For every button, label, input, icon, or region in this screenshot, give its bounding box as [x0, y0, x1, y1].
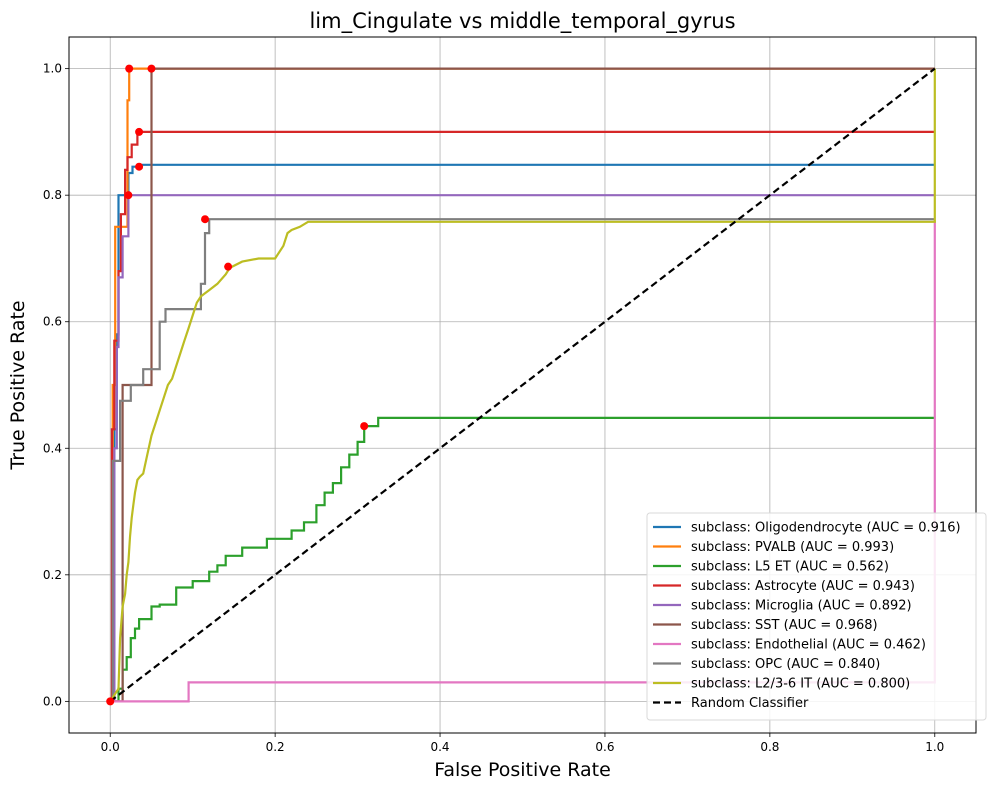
threshold-point-7: [201, 215, 210, 224]
y-axis-label: True Positive Rate: [7, 300, 29, 470]
marker-layer: [106, 64, 369, 706]
threshold-point-0: [135, 162, 144, 171]
legend-label-1: subclass: PVALB (AUC = 0.993): [691, 540, 894, 555]
legend-label-9: Random Classifier: [691, 696, 809, 711]
y-tick-label: 0.2: [43, 568, 62, 582]
y-tick-label: 0.0: [43, 694, 62, 708]
series-line-3: [110, 130, 935, 703]
series-line-9: [109, 67, 936, 703]
x-tick-label: 0.4: [430, 740, 449, 754]
x-tick-label: 0.8: [760, 740, 779, 754]
series-layer: [109, 67, 936, 703]
x-axis-label: False Positive Rate: [434, 759, 611, 781]
legend: subclass: Oligodendrocyte (AUC = 0.916) s…: [646, 512, 987, 721]
y-tick-label: 0.4: [43, 441, 62, 455]
y-tick-label: 1.0: [43, 62, 62, 76]
legend-label-6: subclass: Endothelial (AUC = 0.462): [691, 638, 926, 653]
legend-label-5: subclass: SST (AUC = 0.968): [691, 618, 878, 633]
legend-label-0: subclass: Oligodendrocyte (AUC = 0.916): [691, 521, 961, 536]
threshold-point-6: [106, 697, 115, 706]
series-line-2: [110, 416, 935, 703]
threshold-point-4: [124, 191, 133, 200]
threshold-point-1: [125, 64, 134, 73]
legend-label-3: subclass: Astrocyte (AUC = 0.943): [691, 579, 915, 594]
legend-label-2: subclass: L5 ET (AUC = 0.562): [691, 560, 889, 575]
axis-ticks: 0.0 0.2 0.4 0.6 0.8 1.0 0.0 0.2 0.4 0.6 0.8 1.0: [43, 62, 944, 754]
x-tick-label: 0.2: [266, 740, 285, 754]
x-tick-label: 0.6: [595, 740, 614, 754]
y-tick-label: 0.8: [43, 188, 62, 202]
x-tick-label: 1.0: [925, 740, 944, 754]
threshold-point-8: [224, 262, 233, 271]
threshold-point-2: [360, 422, 369, 431]
x-tick-label: 0.0: [101, 740, 120, 754]
series-line-7: [110, 218, 935, 703]
legend-label-4: subclass: Microglia (AUC = 0.892): [691, 599, 912, 614]
legend-label-7: subclass: OPC (AUC = 0.840): [691, 657, 880, 672]
threshold-point-3: [135, 127, 144, 136]
series-line-8: [109, 68, 936, 703]
chart-title: lim_Cingulate vs middle_temporal_gyrus: [309, 9, 735, 34]
legend-label-8: subclass: L2/3-6 IT (AUC = 0.800): [691, 677, 910, 692]
threshold-point-5: [147, 64, 156, 73]
y-tick-label: 0.6: [43, 315, 62, 329]
plot-frame: [68, 36, 977, 734]
legend-frame: [646, 512, 987, 721]
series-line-4: [110, 194, 935, 703]
